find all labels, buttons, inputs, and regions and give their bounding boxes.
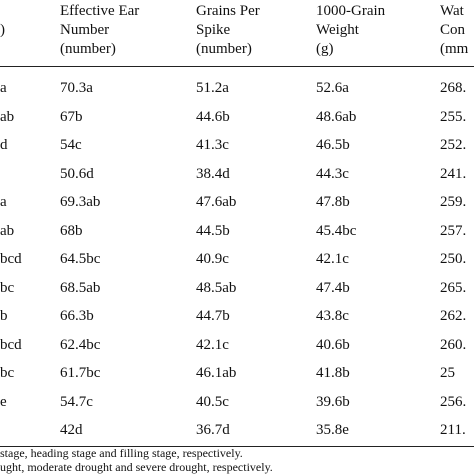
table-cell: 41.8b bbox=[316, 365, 350, 381]
table-cell: 66.3b bbox=[60, 308, 94, 324]
header-cell: Weight bbox=[316, 22, 359, 38]
table-cell: 44.3c bbox=[316, 165, 349, 182]
table-cell: 48.6ab bbox=[316, 108, 357, 125]
table-cell: 35.8e bbox=[316, 422, 349, 438]
table-cell: 62.4bc bbox=[60, 336, 101, 353]
table-cell: 47.4b bbox=[316, 279, 350, 296]
table-cell: 38.4d bbox=[196, 165, 230, 182]
header-cell: Effective Ear bbox=[60, 3, 140, 19]
table-cell: 255. bbox=[440, 108, 467, 125]
header-cell: (number) bbox=[60, 41, 116, 57]
table-cell: 43.8c bbox=[316, 308, 349, 324]
table-cell: b bbox=[0, 308, 8, 324]
header-cell: Spike bbox=[196, 22, 231, 38]
table-cell: 54c bbox=[60, 137, 82, 153]
table-cell: 40.9c bbox=[196, 251, 229, 267]
table-cell: bcd bbox=[0, 251, 22, 267]
table-cell: 69.3ab bbox=[60, 194, 101, 210]
table-cell: 50.6d bbox=[60, 165, 94, 182]
table-cell: bc bbox=[0, 279, 15, 296]
header-cell: ) bbox=[0, 22, 5, 38]
header-cell: (g) bbox=[316, 41, 334, 57]
table-cell: 44.6b bbox=[196, 108, 230, 125]
table-cell: ab bbox=[0, 108, 15, 125]
table-cell: 211. bbox=[440, 422, 466, 438]
table-cell: d bbox=[0, 137, 8, 153]
table-cell: 44.5b bbox=[196, 222, 230, 239]
table-cell: 39.6b bbox=[316, 393, 350, 410]
table-cell: 260. bbox=[440, 336, 467, 353]
table-cell: 241. bbox=[440, 165, 467, 182]
table-cell: 46.1ab bbox=[196, 365, 237, 381]
table-cell: 42d bbox=[60, 422, 83, 438]
header-cell: 1000-Grain bbox=[316, 3, 386, 19]
table-cell: 54.7c bbox=[60, 393, 93, 410]
table-cell: 51.2a bbox=[196, 80, 229, 96]
footnote: ught, moderate drought and severe drough… bbox=[0, 460, 273, 474]
table-cell: 41.3c bbox=[196, 137, 229, 153]
header-rule bbox=[0, 66, 474, 67]
table-cell: bcd bbox=[0, 336, 22, 353]
table-cell: 250. bbox=[440, 251, 467, 267]
table-cell: a bbox=[0, 194, 7, 210]
table-cell: 40.6b bbox=[316, 336, 350, 353]
table-cell: e bbox=[0, 393, 7, 410]
table-cell: 44.7b bbox=[196, 308, 230, 324]
table-cell: 42.1c bbox=[196, 336, 229, 353]
table-cell: 256. bbox=[440, 393, 467, 410]
table-cell: ab bbox=[0, 222, 15, 239]
table-cell: 40.5c bbox=[196, 393, 229, 410]
header-cell: Number bbox=[60, 22, 110, 38]
table-cell: a bbox=[0, 80, 7, 96]
table-cell: 68.5ab bbox=[60, 279, 101, 296]
table-cell: 47.6ab bbox=[196, 194, 237, 210]
table-cell: 268. bbox=[440, 80, 467, 96]
table-cell: 265. bbox=[440, 279, 467, 296]
table-cell: 36.7d bbox=[196, 422, 230, 438]
header-cell: Wat bbox=[440, 3, 464, 19]
bottom-rule bbox=[0, 446, 474, 447]
table-cell: 70.3a bbox=[60, 80, 93, 96]
header-cell: Grains Per bbox=[196, 3, 260, 19]
table-cell: 25 bbox=[440, 365, 455, 381]
table-cell: 61.7bc bbox=[60, 365, 101, 381]
table-cell: 64.5bc bbox=[60, 251, 101, 267]
table-cell: 52.6a bbox=[316, 80, 349, 96]
table-cell: 262. bbox=[440, 308, 467, 324]
table-cell: 67b bbox=[60, 108, 83, 125]
table-cell: 48.5ab bbox=[196, 279, 237, 296]
footnote: stage, heading stage and filling stage, … bbox=[0, 446, 243, 460]
header-cell: (number) bbox=[196, 41, 252, 57]
table-cell: 46.5b bbox=[316, 137, 350, 153]
table-cell: 45.4bc bbox=[316, 222, 357, 239]
table-cell: 47.8b bbox=[316, 194, 350, 210]
table-cell: 259. bbox=[440, 194, 467, 210]
table-cell: 42.1c bbox=[316, 251, 349, 267]
table-cell: bc bbox=[0, 365, 15, 381]
table-cell: 68b bbox=[60, 222, 83, 239]
table-cell: 257. bbox=[440, 222, 467, 239]
table-cell: 252. bbox=[440, 137, 467, 153]
header-cell: (mm bbox=[440, 41, 469, 57]
header-cell: Con bbox=[440, 22, 466, 38]
